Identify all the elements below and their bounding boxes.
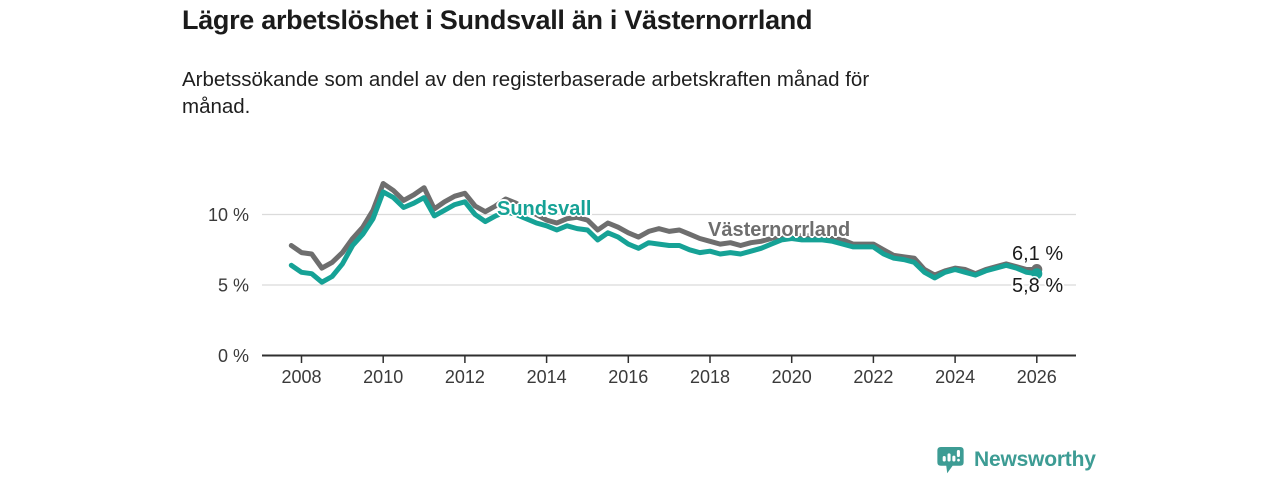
x-tick-label: 2014 (527, 367, 567, 387)
y-tick-label: 0 % (218, 346, 249, 366)
line-vasternorrland (288, 181, 1040, 278)
chart-subtitle: Arbetssökande som andel av den registerb… (182, 68, 870, 118)
end-value-vasternorrland: 6,1 % (1012, 243, 1064, 265)
x-tick-label: 2024 (935, 367, 975, 387)
newsworthy-logo-icon (936, 446, 965, 474)
x-tick-label: 2012 (445, 367, 485, 387)
end-dot-sundsvall (1031, 268, 1043, 280)
x-tick-label: 2008 (281, 367, 321, 387)
x-tick-label: 2018 (690, 367, 730, 387)
page-title: Lägre arbetslöshet i Sundsvall än i Väst… (182, 5, 813, 35)
y-tick-label: 5 % (218, 276, 249, 296)
x-tick-label: 2026 (1017, 367, 1057, 387)
x-tick-label: 2022 (853, 367, 893, 387)
newsworthy-logo-link[interactable]: Newsworthy (936, 446, 1096, 474)
x-tick-label: 2016 (608, 367, 648, 387)
x-tick-label: 2020 (772, 367, 812, 387)
series-label-sundsvall: Sundsvall (497, 198, 592, 220)
line-sundsvall (288, 189, 1040, 285)
end-value-sundsvall: 5,8 % (1012, 275, 1064, 297)
x-tick-label: 2010 (363, 367, 403, 387)
series-label-vasternorrland: Västernorrland (708, 219, 851, 241)
newsworthy-logo-text: Newsworthy (974, 448, 1096, 471)
y-tick-label: 10 % (208, 205, 249, 225)
